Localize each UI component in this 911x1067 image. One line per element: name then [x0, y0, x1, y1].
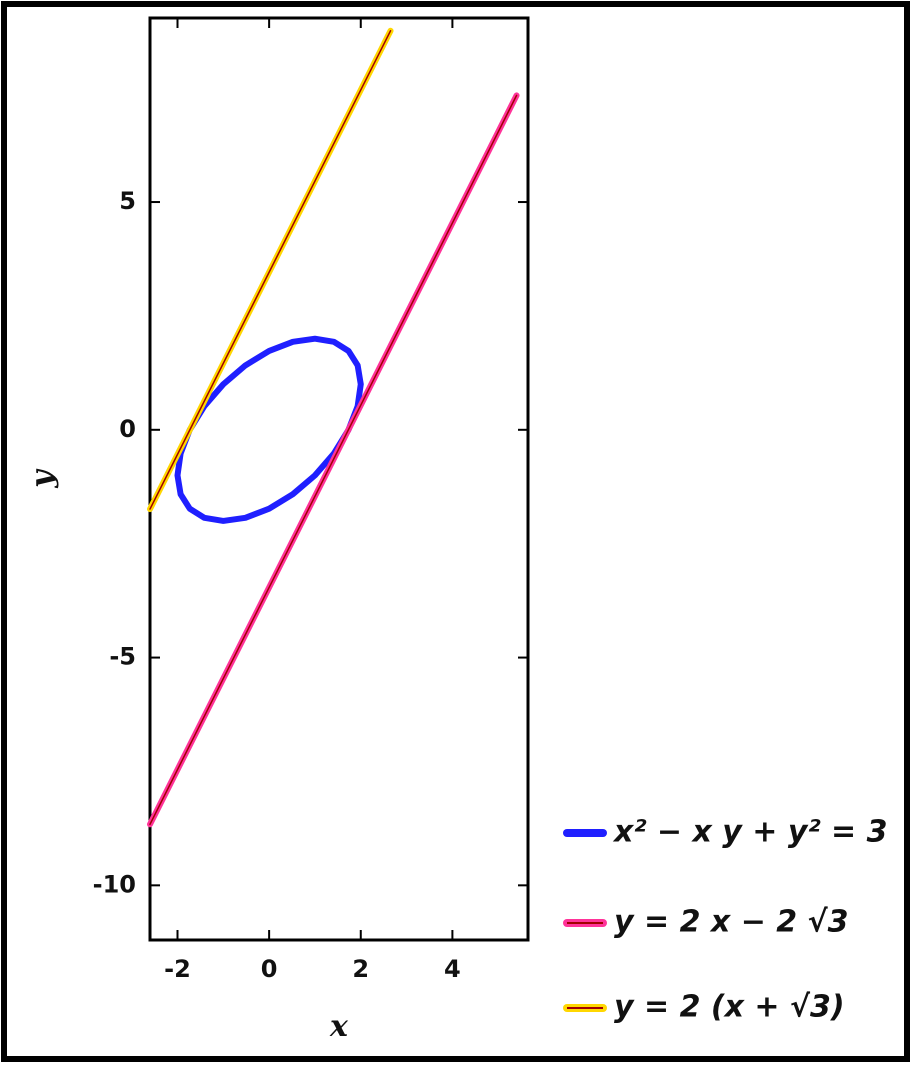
x-tick-label: 4: [444, 955, 461, 983]
series-line-core: [149, 94, 518, 826]
legend-label: x² − x y + y² = 3: [612, 815, 888, 850]
x-tick-label: -2: [164, 955, 191, 983]
legend-label: y = 2 x − 2 √3: [614, 905, 848, 940]
y-axis-label: y: [25, 468, 60, 489]
y-tick-label: 5: [119, 187, 136, 215]
y-tick-label: 0: [119, 415, 136, 443]
y-tick-label: -5: [109, 643, 136, 671]
y-tick-label: -10: [93, 870, 136, 898]
plot-frame: [148, 16, 530, 942]
x-tick-label: 2: [352, 955, 369, 983]
x-axis-label: x: [329, 1009, 349, 1044]
legend-label: y = 2 (x + √3): [614, 990, 845, 1025]
x-tick-label: 0: [261, 955, 278, 983]
series-line-core: [149, 30, 392, 510]
